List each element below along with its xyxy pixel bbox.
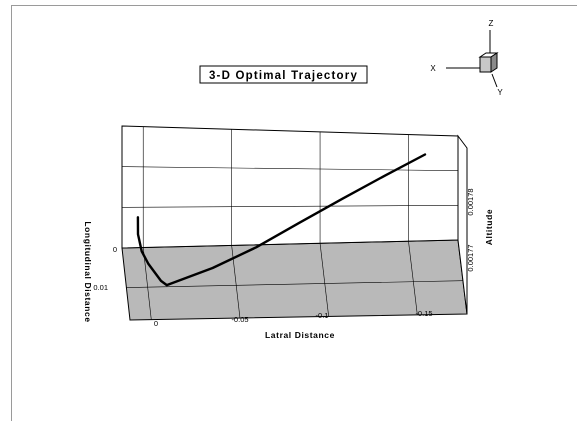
side-wall <box>457 134 468 315</box>
grid-y-floor-0 <box>121 239 459 249</box>
z-tick-label-0: 0.00177 <box>466 244 475 271</box>
grid-x-floor-3 <box>408 241 418 315</box>
grid-z-back-1 <box>121 205 459 208</box>
y-tick-label-0: 0 <box>113 245 117 254</box>
x-tick-label-1: -0.05 <box>231 315 248 324</box>
grid-z-back-0 <box>121 166 459 171</box>
trajectory-line-0 <box>136 153 427 287</box>
grid-x-floor-0 <box>142 247 152 320</box>
grid-x-floor-2 <box>319 243 329 317</box>
z-axis-label: Altitude <box>484 209 494 245</box>
z-tick-label-1: 0.00178 <box>466 188 475 215</box>
x-axis-label: Latral Distance <box>265 330 335 340</box>
x-tick-label-0: 0 <box>154 319 158 328</box>
back-wall <box>121 125 459 249</box>
floor-plane <box>121 239 468 321</box>
grid-y-floor-1 <box>126 280 463 288</box>
orient-y-line <box>491 73 498 88</box>
x-tick-label-2: -0.1 <box>316 311 329 320</box>
chart-title: 3-D Optimal Trajectory <box>209 70 358 82</box>
orient-z-label: Z <box>489 19 494 28</box>
orientation-axes-indicator: Z X Y <box>430 19 503 97</box>
y-tick-label-1: 0.01 <box>93 283 108 292</box>
orient-y-label: Y <box>497 88 503 97</box>
y-axis-label: Longitudinal Distance <box>83 221 93 322</box>
title-box <box>199 65 368 84</box>
x-tick-label-3: -0.15 <box>415 309 432 318</box>
orient-x-label: X <box>430 64 436 73</box>
orient-cube-front <box>479 56 492 73</box>
orient-cube-side <box>490 52 498 73</box>
